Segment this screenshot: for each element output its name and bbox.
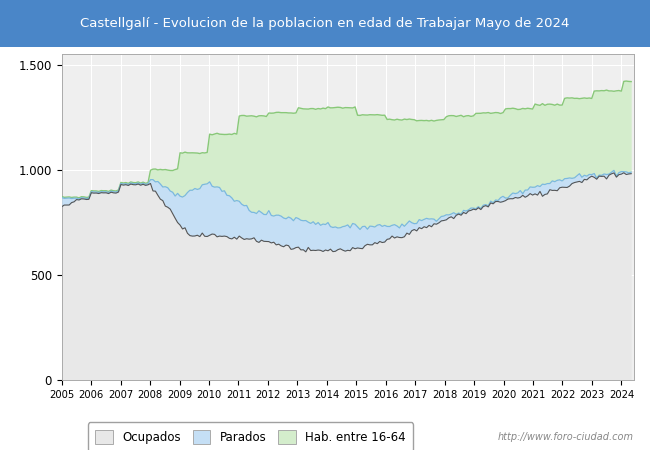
- Legend: Ocupados, Parados, Hab. entre 16-64: Ocupados, Parados, Hab. entre 16-64: [88, 423, 413, 450]
- Text: Castellgalí - Evolucion de la poblacion en edad de Trabajar Mayo de 2024: Castellgalí - Evolucion de la poblacion …: [81, 17, 569, 30]
- Text: http://www.foro-ciudad.com: http://www.foro-ciudad.com: [498, 432, 634, 442]
